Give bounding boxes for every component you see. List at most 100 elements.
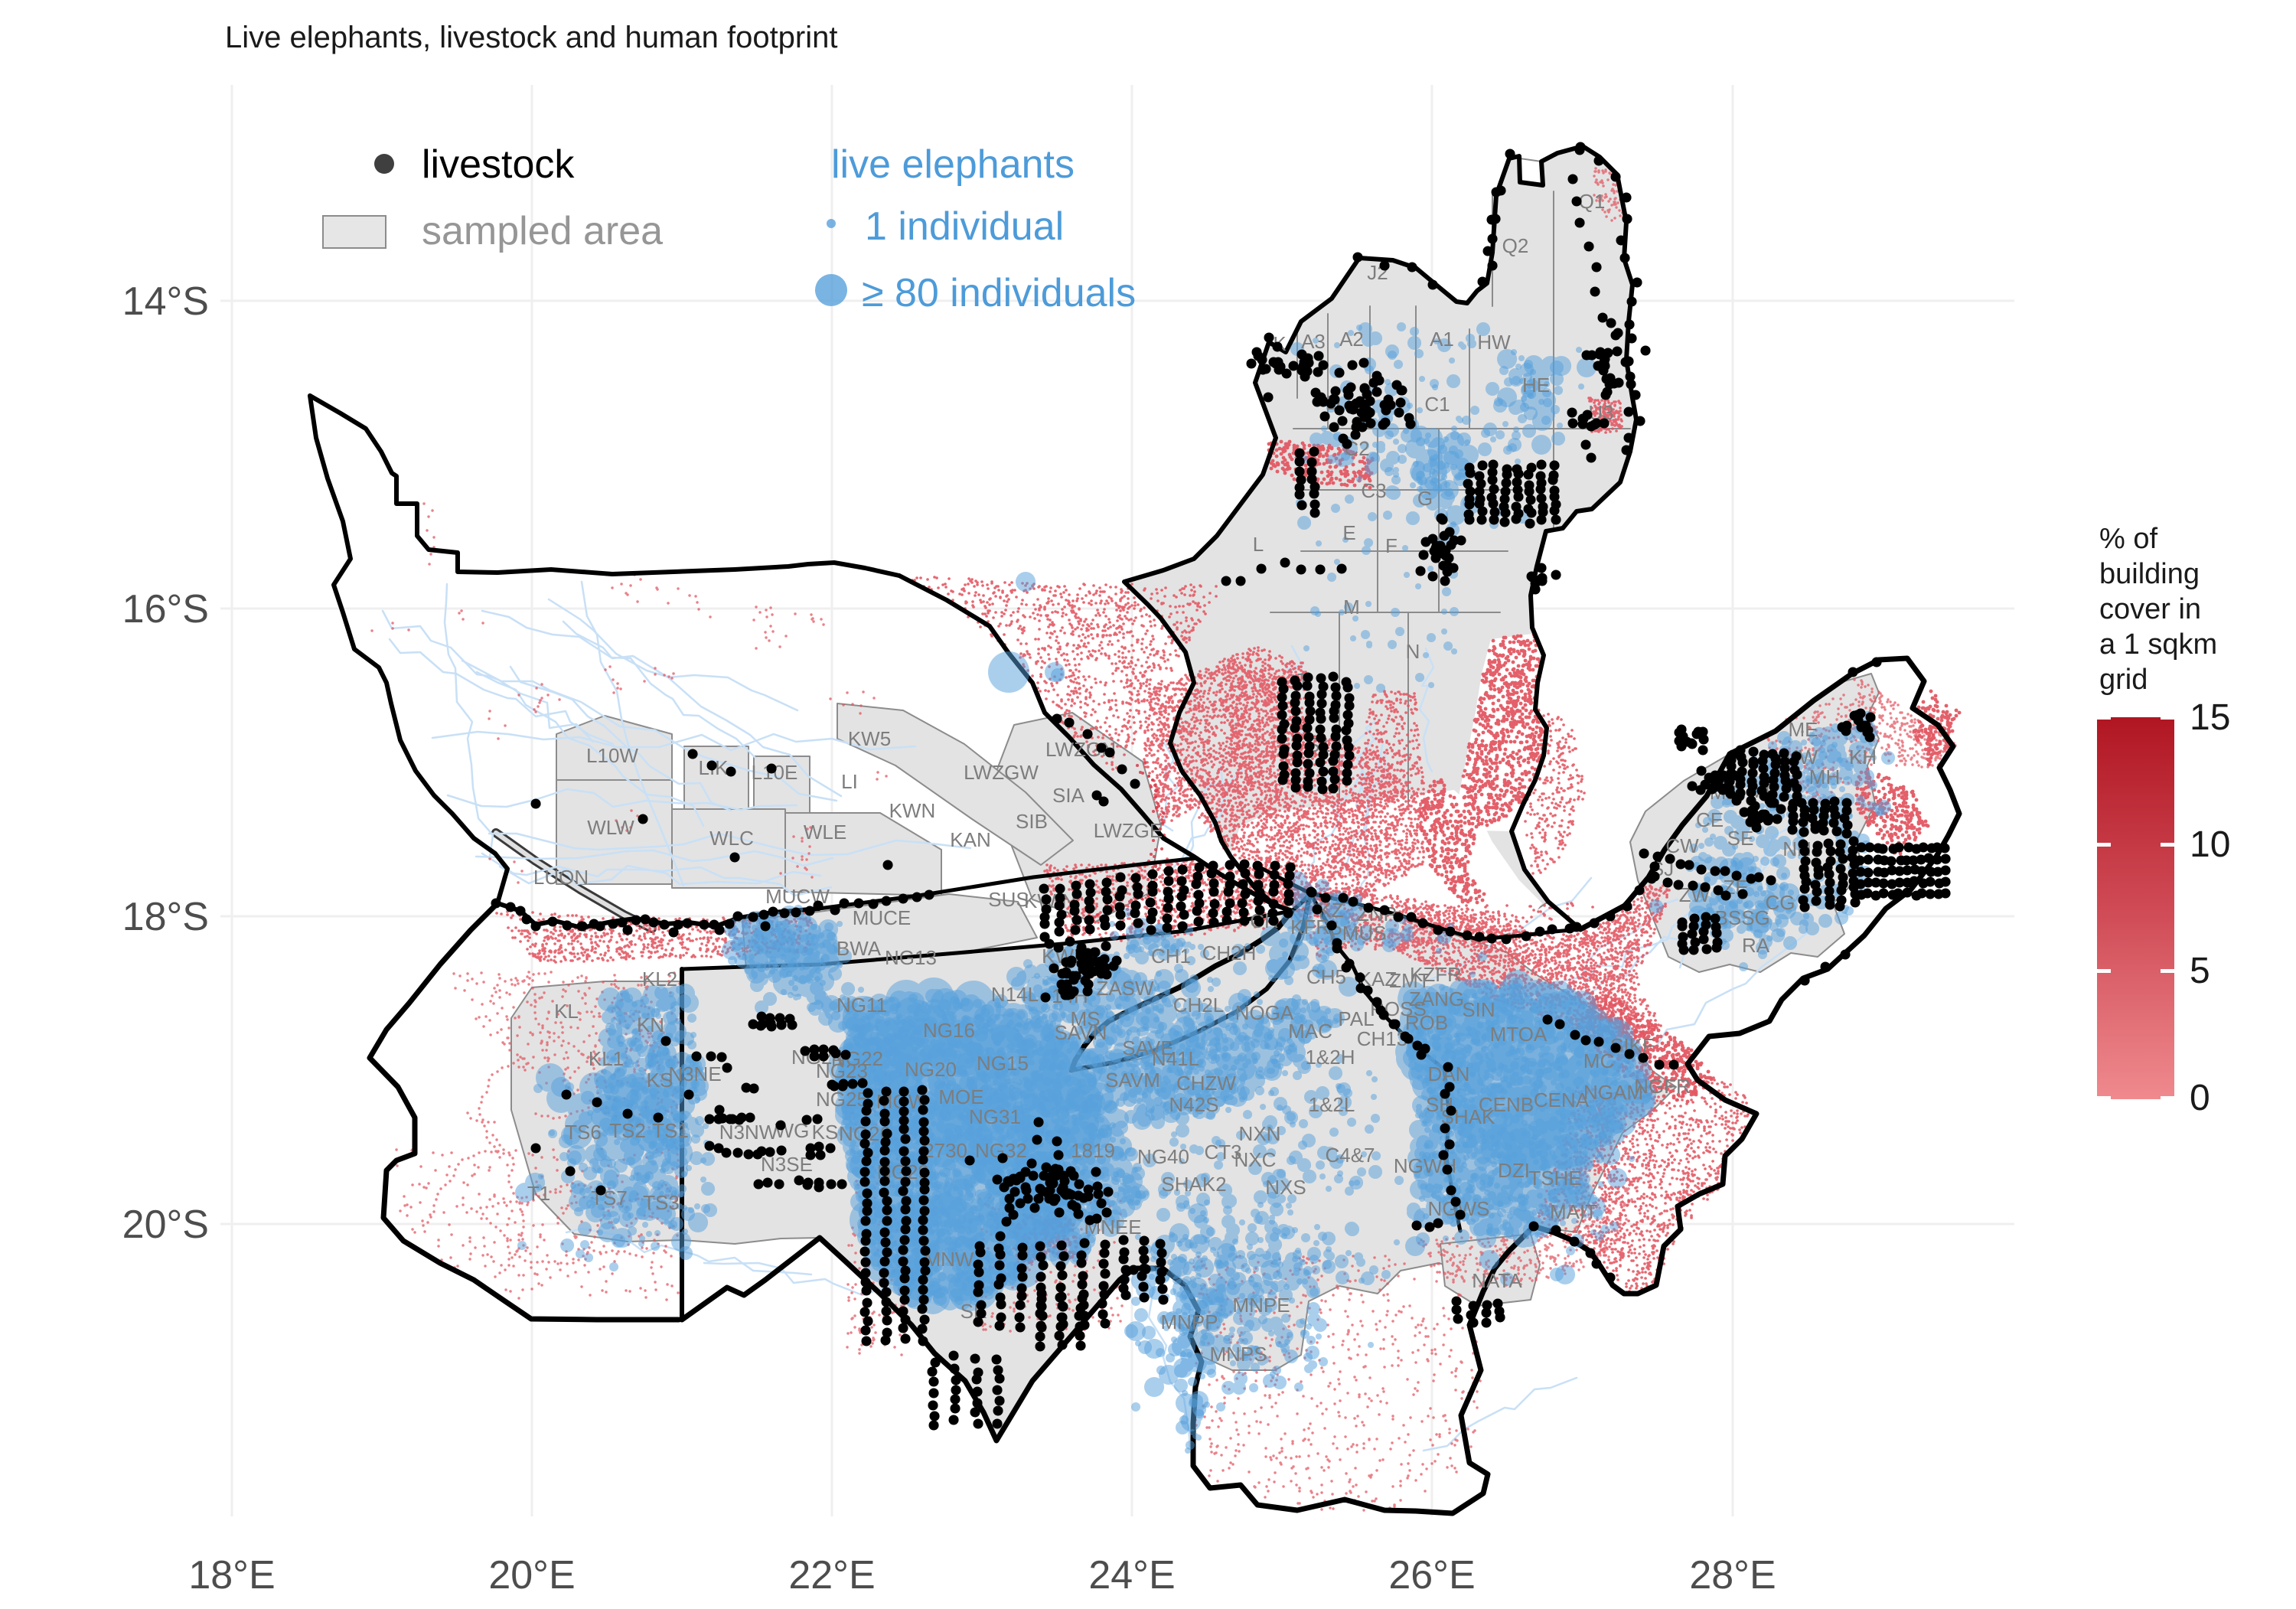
svg-text:TS3: TS3 — [643, 1191, 680, 1214]
svg-text:CT3: CT3 — [1204, 1141, 1241, 1164]
svg-text:HE: HE — [1522, 374, 1550, 397]
svg-text:CENA: CENA — [1534, 1088, 1590, 1111]
svg-text:LWZGE: LWZGE — [1094, 819, 1163, 842]
svg-text:N41L: N41L — [1152, 1047, 1199, 1070]
svg-text:TSHE: TSHE — [1528, 1167, 1581, 1190]
svg-text:RA: RA — [1742, 934, 1770, 957]
svg-text:MNPE: MNPE — [1232, 1294, 1290, 1317]
svg-text:MC: MC — [1583, 1049, 1614, 1072]
svg-text:N42S: N42S — [1169, 1093, 1218, 1116]
svg-text:KL1: KL1 — [589, 1047, 624, 1070]
svg-text:a 1 sqkm: a 1 sqkm — [2099, 628, 2217, 661]
svg-text:MNPP: MNPP — [1160, 1310, 1218, 1333]
svg-text:MAIT: MAIT — [1550, 1200, 1597, 1223]
svg-text:WLC: WLC — [709, 827, 754, 850]
svg-text:NGFR: NGFR — [1634, 1075, 1691, 1098]
svg-text:CG: CG — [1766, 891, 1795, 914]
svg-text:24°E: 24°E — [1088, 1553, 1175, 1598]
svg-text:CW: CW — [1665, 834, 1699, 857]
svg-text:CH2H: CH2H — [1202, 942, 1257, 964]
svg-text:NG11: NG11 — [837, 994, 887, 1017]
svg-text:CE: CE — [1696, 808, 1724, 831]
svg-text:N14L: N14L — [991, 983, 1039, 1006]
svg-text:1 individual: 1 individual — [865, 204, 1064, 249]
svg-text:cover in: cover in — [2099, 593, 2201, 625]
svg-text:A3: A3 — [1301, 330, 1326, 353]
svg-text:NGAM: NGAM — [1583, 1081, 1643, 1104]
svg-text:NXC: NXC — [1234, 1148, 1277, 1171]
svg-text:% of: % of — [2099, 523, 2157, 555]
svg-text:building: building — [2099, 558, 2200, 590]
svg-text:1819: 1819 — [1071, 1139, 1115, 1162]
svg-text:NG20: NG20 — [905, 1058, 957, 1081]
svg-text:MUCE: MUCE — [853, 906, 912, 929]
svg-text:NOGA: NOGA — [1235, 1001, 1294, 1024]
svg-text:sampled area: sampled area — [422, 209, 663, 253]
svg-text:MS: MS — [1071, 1007, 1101, 1030]
svg-text:14°S: 14°S — [122, 279, 209, 324]
svg-text:10: 10 — [2190, 824, 2230, 865]
svg-text:KH: KH — [1849, 746, 1877, 769]
svg-text:MNW: MNW — [925, 1248, 974, 1271]
svg-text:0: 0 — [2190, 1078, 2210, 1118]
svg-text:18°S: 18°S — [122, 895, 209, 939]
svg-text:CH5: CH5 — [1306, 965, 1346, 988]
svg-text:TS1: TS1 — [652, 1119, 689, 1142]
svg-text:livestock: livestock — [422, 142, 575, 187]
svg-text:KW5: KW5 — [848, 727, 891, 750]
svg-text:BWA: BWA — [837, 937, 882, 960]
svg-text:KFR: KFR — [1290, 915, 1330, 938]
svg-text:KZFR: KZFR — [1410, 963, 1462, 986]
svg-text:CH1: CH1 — [1151, 945, 1191, 968]
svg-text:ROB: ROB — [1405, 1011, 1448, 1034]
svg-text:1&2L: 1&2L — [1309, 1093, 1355, 1116]
svg-text:NG23: NG23 — [816, 1059, 868, 1082]
svg-text:WLE: WLE — [804, 821, 846, 844]
svg-text:5: 5 — [2190, 951, 2210, 991]
svg-text:E: E — [1342, 521, 1355, 544]
svg-text:15: 15 — [2190, 697, 2230, 738]
svg-text:grid: grid — [2099, 664, 2148, 696]
svg-text:ZNP: ZNP — [1357, 902, 1397, 925]
svg-text:KN: KN — [637, 1013, 664, 1036]
svg-text:HW: HW — [1477, 331, 1511, 354]
svg-text:NG25: NG25 — [816, 1088, 868, 1111]
svg-text:NXN: NXN — [1239, 1122, 1281, 1145]
svg-text:CENB: CENB — [1479, 1093, 1534, 1116]
svg-text:28°E: 28°E — [1689, 1553, 1776, 1598]
svg-text:N3NW: N3NW — [719, 1121, 778, 1144]
svg-text:NG13: NG13 — [885, 946, 937, 969]
svg-text:KL2: KL2 — [642, 968, 677, 991]
svg-text:NG40: NG40 — [1137, 1145, 1189, 1168]
svg-text:SAVN: SAVN — [1055, 1021, 1107, 1044]
svg-text:SAVE: SAVE — [1122, 1036, 1173, 1059]
svg-text:18°E: 18°E — [188, 1553, 275, 1598]
svg-text:TS2: TS2 — [609, 1119, 646, 1142]
svg-text:20°E: 20°E — [488, 1553, 575, 1598]
svg-text:Live elephants, livestock and: Live elephants, livestock and human foot… — [225, 21, 838, 54]
svg-text:PAL: PAL — [1338, 1007, 1374, 1030]
svg-text:1&2H: 1&2H — [1305, 1046, 1355, 1069]
svg-text:NXS: NXS — [1265, 1176, 1306, 1199]
svg-text:SIN: SIN — [1462, 998, 1495, 1021]
svg-text:Q1: Q1 — [1579, 190, 1606, 213]
svg-text:KS: KS — [647, 1069, 673, 1092]
svg-text:20°S: 20°S — [122, 1203, 209, 1247]
svg-text:SG: SG — [1741, 906, 1770, 929]
svg-text:KL: KL — [554, 1000, 579, 1023]
svg-text:NG31: NG31 — [969, 1105, 1021, 1128]
svg-text:KS: KS — [812, 1121, 839, 1144]
svg-text:≥ 80 individuals: ≥ 80 individuals — [862, 271, 1136, 315]
svg-text:F: F — [1385, 534, 1397, 557]
svg-text:DZI: DZI — [1498, 1159, 1530, 1182]
svg-text:MTOA: MTOA — [1490, 1023, 1548, 1046]
svg-text:CH2L: CH2L — [1173, 994, 1224, 1017]
svg-text:LWZGW: LWZGW — [964, 761, 1039, 784]
svg-text:Q2: Q2 — [1502, 234, 1529, 257]
svg-text:2730: 2730 — [923, 1139, 967, 1162]
svg-text:SIB: SIB — [1016, 810, 1048, 833]
svg-text:live elephants: live elephants — [831, 142, 1075, 187]
svg-text:ZMT: ZMT — [1389, 969, 1430, 992]
svg-text:CHZW: CHZW — [1176, 1072, 1236, 1095]
svg-text:KAN: KAN — [950, 828, 990, 851]
